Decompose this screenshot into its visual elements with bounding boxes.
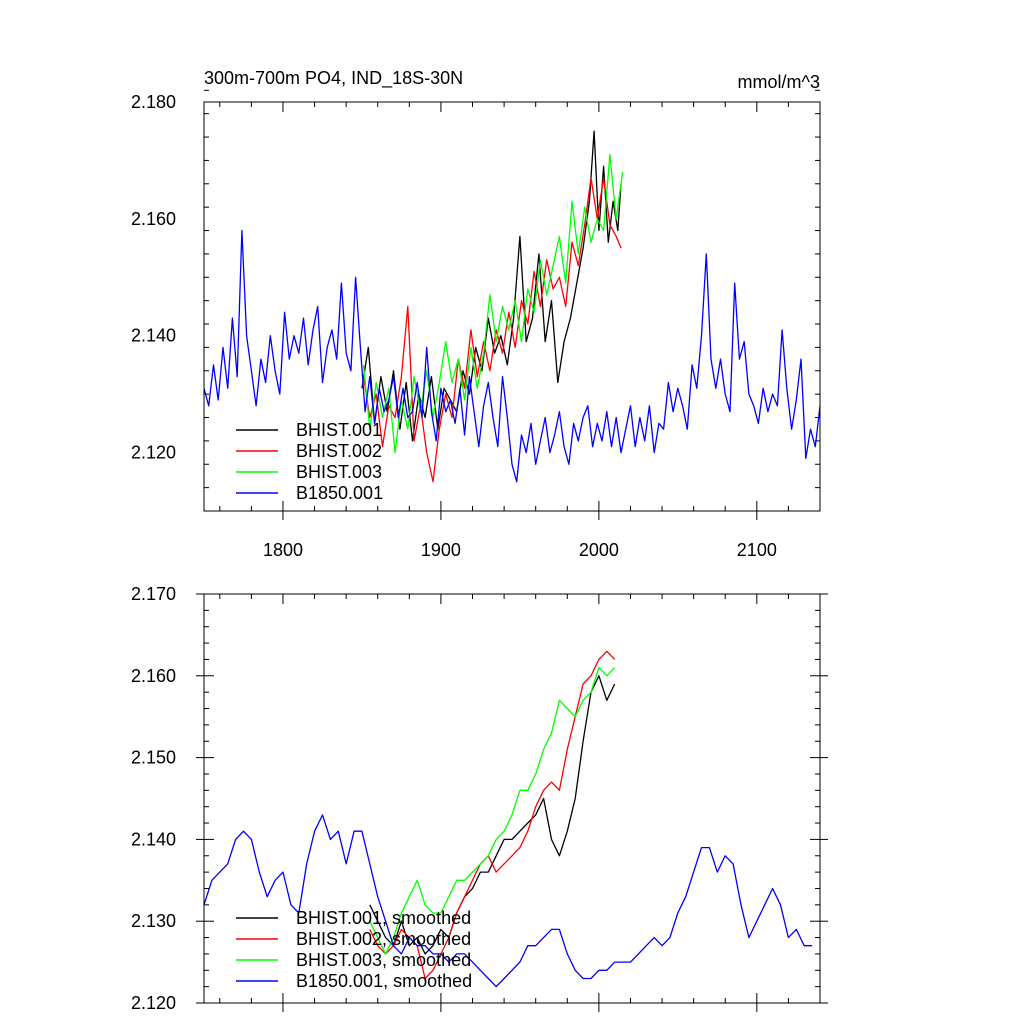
legend-label-1: BHIST.002, smoothed [296, 929, 471, 949]
series-line-2 [369, 666, 616, 955]
series-line-3 [203, 814, 813, 988]
legend-label-0: BHIST.001 [296, 420, 382, 440]
series-line-2 [362, 153, 624, 454]
legend-label-0: BHIST.001, smoothed [296, 908, 471, 928]
plot-frame [203, 593, 821, 1004]
y-tick-label: 2.120 [131, 993, 176, 1013]
chart-units: mmol/m^3 [738, 72, 820, 92]
x-tick-label: 2000 [579, 540, 619, 560]
legend-label-3: B1850.001 [296, 483, 383, 503]
series-line-3 [203, 229, 821, 483]
legend-label-1: BHIST.002 [296, 441, 382, 461]
x-tick-label: 1800 [263, 540, 303, 560]
legend-label-2: BHIST.003 [296, 462, 382, 482]
legend-label-2: BHIST.003, smoothed [296, 950, 471, 970]
y-tick-label: 2.170 [131, 584, 176, 604]
panel-bottom: 2.120 2.130 2.140 2.150 2.160 2.170 BHIST.001,… [131, 584, 828, 1013]
y-tick-label: 2.160 [131, 666, 176, 686]
chart-title: 300m-700m PO4, IND_18S-30N [204, 68, 463, 89]
legend-label-3: B1850.001, smoothed [296, 971, 472, 991]
x-tick-label: 1900 [421, 540, 461, 560]
y-tick-label: 2.140 [131, 829, 176, 849]
y-tick-label: 2.140 [131, 326, 176, 346]
panel-top: 1800 1900 2000 2100 2.120 2.140 2.160 2.180 BHIS… [131, 89, 821, 560]
plot-frame [203, 101, 821, 512]
y-tick-label: 2.150 [131, 748, 176, 768]
series-line-0 [361, 130, 622, 442]
y-tick-label: 2.180 [131, 92, 176, 112]
y-tick-label: 2.120 [131, 443, 176, 463]
x-tick-label: 2100 [737, 540, 777, 560]
y-tick-label: 2.130 [131, 911, 176, 931]
y-tick-label: 2.160 [131, 209, 176, 229]
series-line-1 [362, 177, 622, 483]
